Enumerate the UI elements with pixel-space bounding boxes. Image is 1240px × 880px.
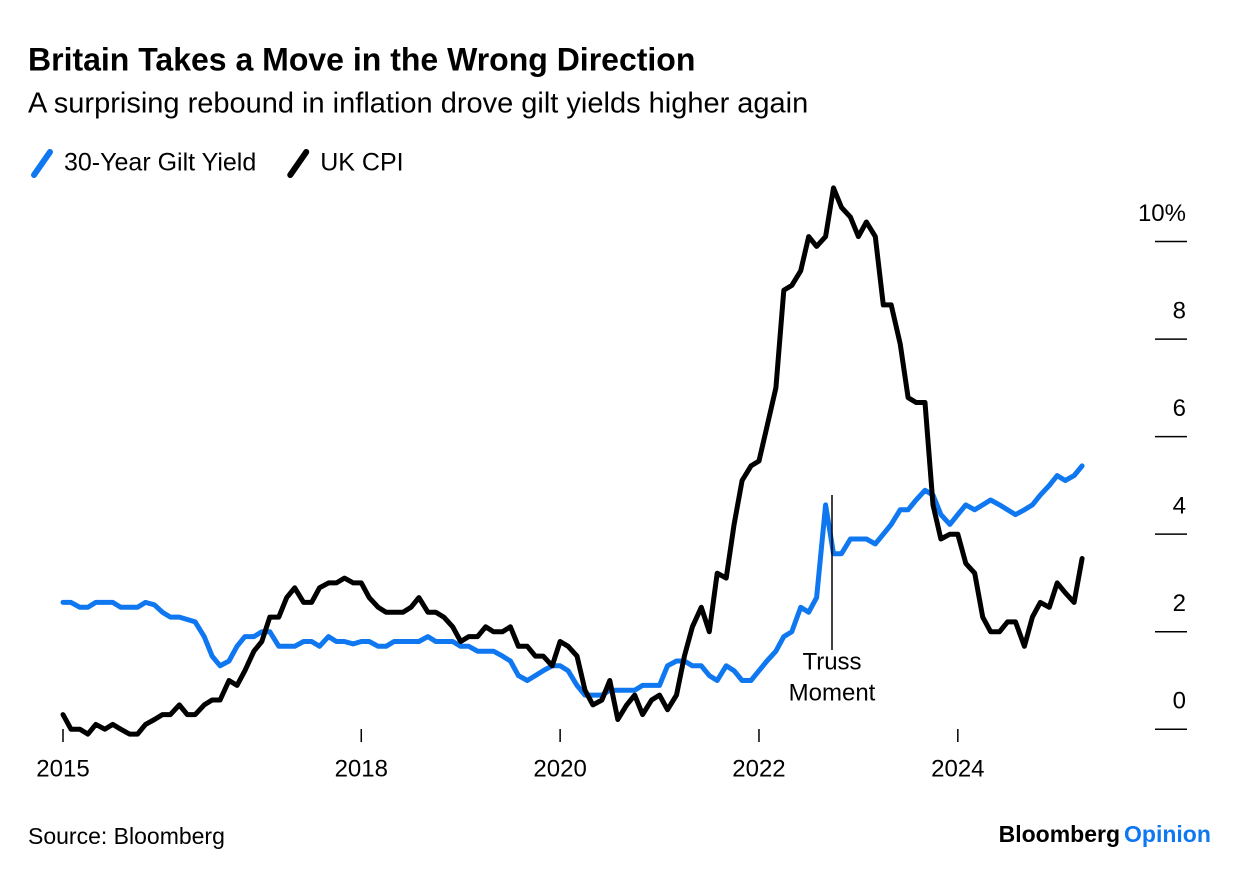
legend-label: 30-Year Gilt Yield: [64, 149, 256, 177]
y-tick-label: 6: [1173, 395, 1186, 422]
series-line: [60, 185, 1085, 737]
x-tick-label: 2024: [931, 755, 984, 782]
x-tick-label: 2018: [335, 755, 388, 782]
y-tick-label: 0: [1173, 688, 1186, 715]
chart-subtitle: A surprising rebound in inflation drove …: [28, 88, 808, 120]
brand: Opinion: [1124, 821, 1211, 847]
legend-swatch: [31, 149, 53, 178]
source: Source: Bloomberg: [28, 823, 225, 849]
y-tick-label: 4: [1173, 493, 1186, 520]
x-tick-label: 2015: [36, 755, 89, 782]
legend-swatch: [287, 149, 310, 178]
x-tick-label: 2022: [732, 755, 785, 782]
plot-area: 0 2 4 6 8 10% 2015 2018 2020 2022 2024: [36, 185, 1187, 782]
annotation: Moment: [789, 679, 876, 706]
y-tick-label: 8: [1173, 297, 1186, 324]
legend-label: UK CPI: [320, 149, 403, 177]
series-line: [60, 463, 1085, 698]
annotation: Truss: [802, 648, 861, 675]
brand: Bloomberg: [999, 821, 1120, 847]
legend: 30-Year Gilt Yield UK CPI: [31, 149, 404, 178]
chart-title: Britain Takes a Move in the Wrong Direct…: [28, 41, 695, 77]
y-tick-label: 10%: [1138, 200, 1186, 227]
y-tick-label: 2: [1173, 590, 1186, 617]
x-tick-label: 2020: [533, 755, 586, 782]
